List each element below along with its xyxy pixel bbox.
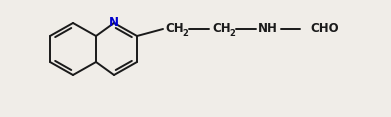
Text: 2: 2 <box>182 29 188 38</box>
Text: CH: CH <box>166 22 184 35</box>
Text: CHO: CHO <box>311 22 339 35</box>
Text: N: N <box>109 16 119 29</box>
Text: CH: CH <box>213 22 231 35</box>
Text: NH: NH <box>258 22 278 35</box>
Text: 2: 2 <box>229 29 235 38</box>
